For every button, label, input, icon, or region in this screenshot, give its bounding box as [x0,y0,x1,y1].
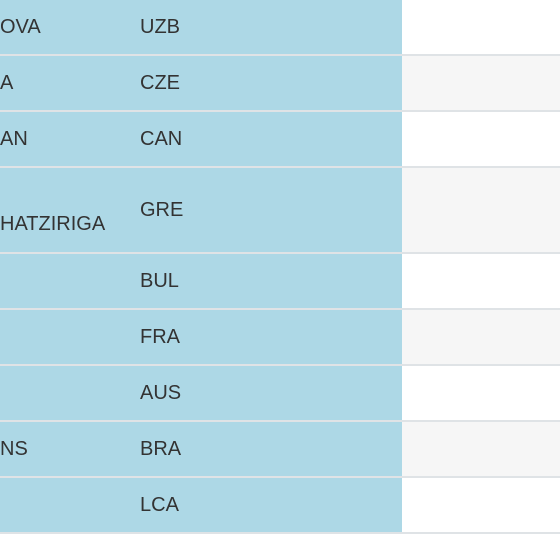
table-row: OVA UZB [0,0,560,56]
empty-cell [402,0,560,54]
table-row: BUL [0,254,560,310]
highlighted-cells [0,310,402,364]
country-code: BRA [140,438,182,460]
table-row: A CZE [0,56,560,112]
country-code: LCA [140,494,179,516]
country-code: FRA [140,326,180,348]
highlighted-cells [0,0,402,54]
highlighted-cells [0,168,402,252]
country-code: GRE [140,199,184,221]
athlete-name: AN [0,128,28,150]
highlighted-cells [0,56,402,110]
table-row: LCA [0,478,560,534]
highlighted-cells [0,366,402,420]
country-code: UZB [140,16,180,38]
empty-cell [402,254,560,308]
table-row: AUS [0,366,560,422]
athlete-name: A [0,72,14,94]
highlighted-cells [0,422,402,476]
empty-cell [402,422,560,476]
table-row: HATZIRIGA GRE [0,168,560,254]
country-code: CAN [140,128,183,150]
country-code: BUL [140,270,179,292]
country-code: CZE [140,72,180,94]
athlete-name: NS [0,438,28,460]
table-row: NS BRA [0,422,560,478]
table-row: FRA [0,310,560,366]
athlete-name: OVA [0,16,41,38]
empty-cell [402,310,560,364]
empty-cell [402,366,560,420]
country-code: AUS [140,382,182,404]
empty-cell [402,112,560,166]
empty-cell [402,168,560,252]
empty-cell [402,56,560,110]
highlighted-cells [0,478,402,532]
athlete-name: HATZIRIGA [0,213,106,235]
highlighted-cells [0,112,402,166]
empty-cell [402,478,560,532]
table-row: AN CAN [0,112,560,168]
highlighted-cells [0,254,402,308]
